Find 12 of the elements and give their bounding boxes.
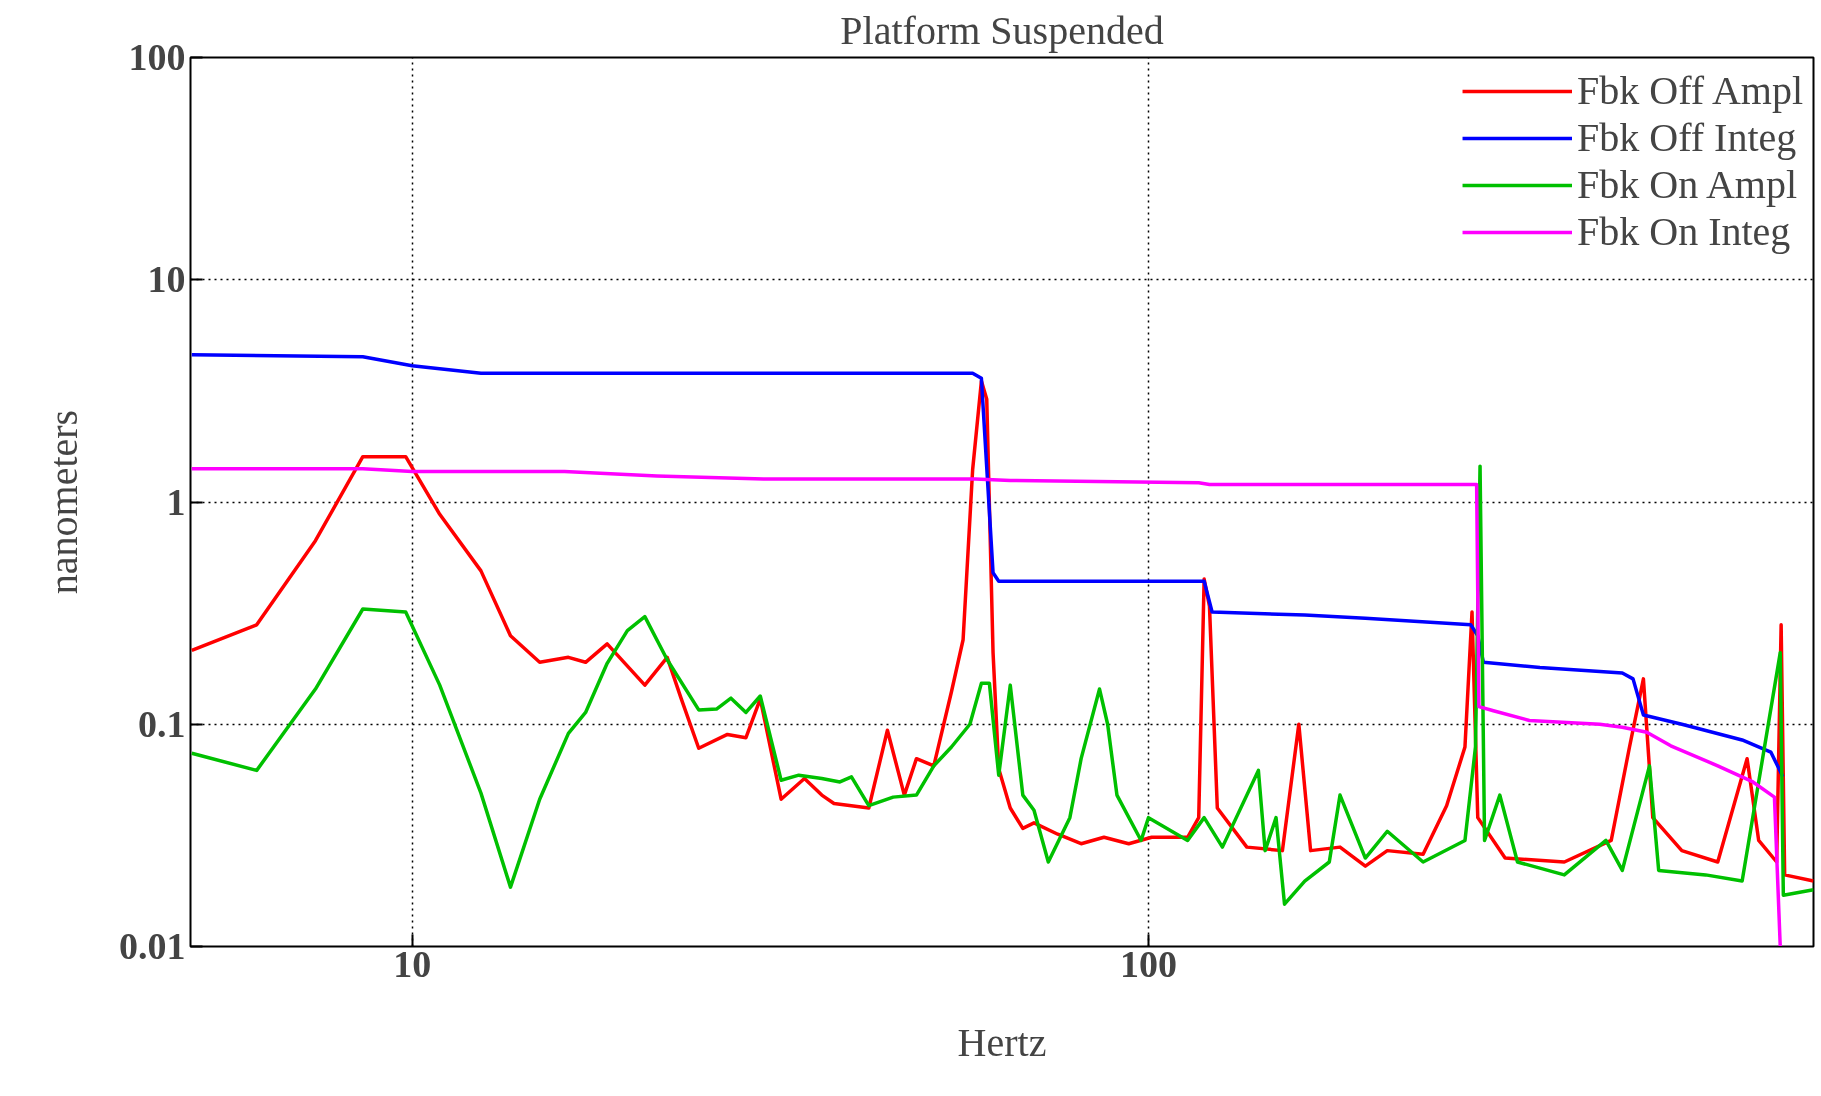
- y-tick-label: 0.1: [138, 702, 186, 745]
- legend-label: Fbk Off Integ: [1577, 114, 1797, 161]
- y-tick-label: 0.01: [119, 925, 186, 967]
- y-tick-label: 10: [147, 258, 186, 301]
- chart-title: Platform Suspended: [840, 7, 1164, 53]
- y-tick-label: 100: [128, 36, 186, 78]
- y-axis-title: nanometers: [41, 409, 86, 595]
- legend-label: Fbk On Integ: [1577, 208, 1791, 255]
- y-tick-label: 1: [166, 480, 186, 523]
- x-axis-title: Hertz: [957, 1019, 1047, 1065]
- legend-label: Fbk Off Ampl: [1577, 67, 1803, 114]
- legend-label: Fbk On Ampl: [1577, 161, 1798, 208]
